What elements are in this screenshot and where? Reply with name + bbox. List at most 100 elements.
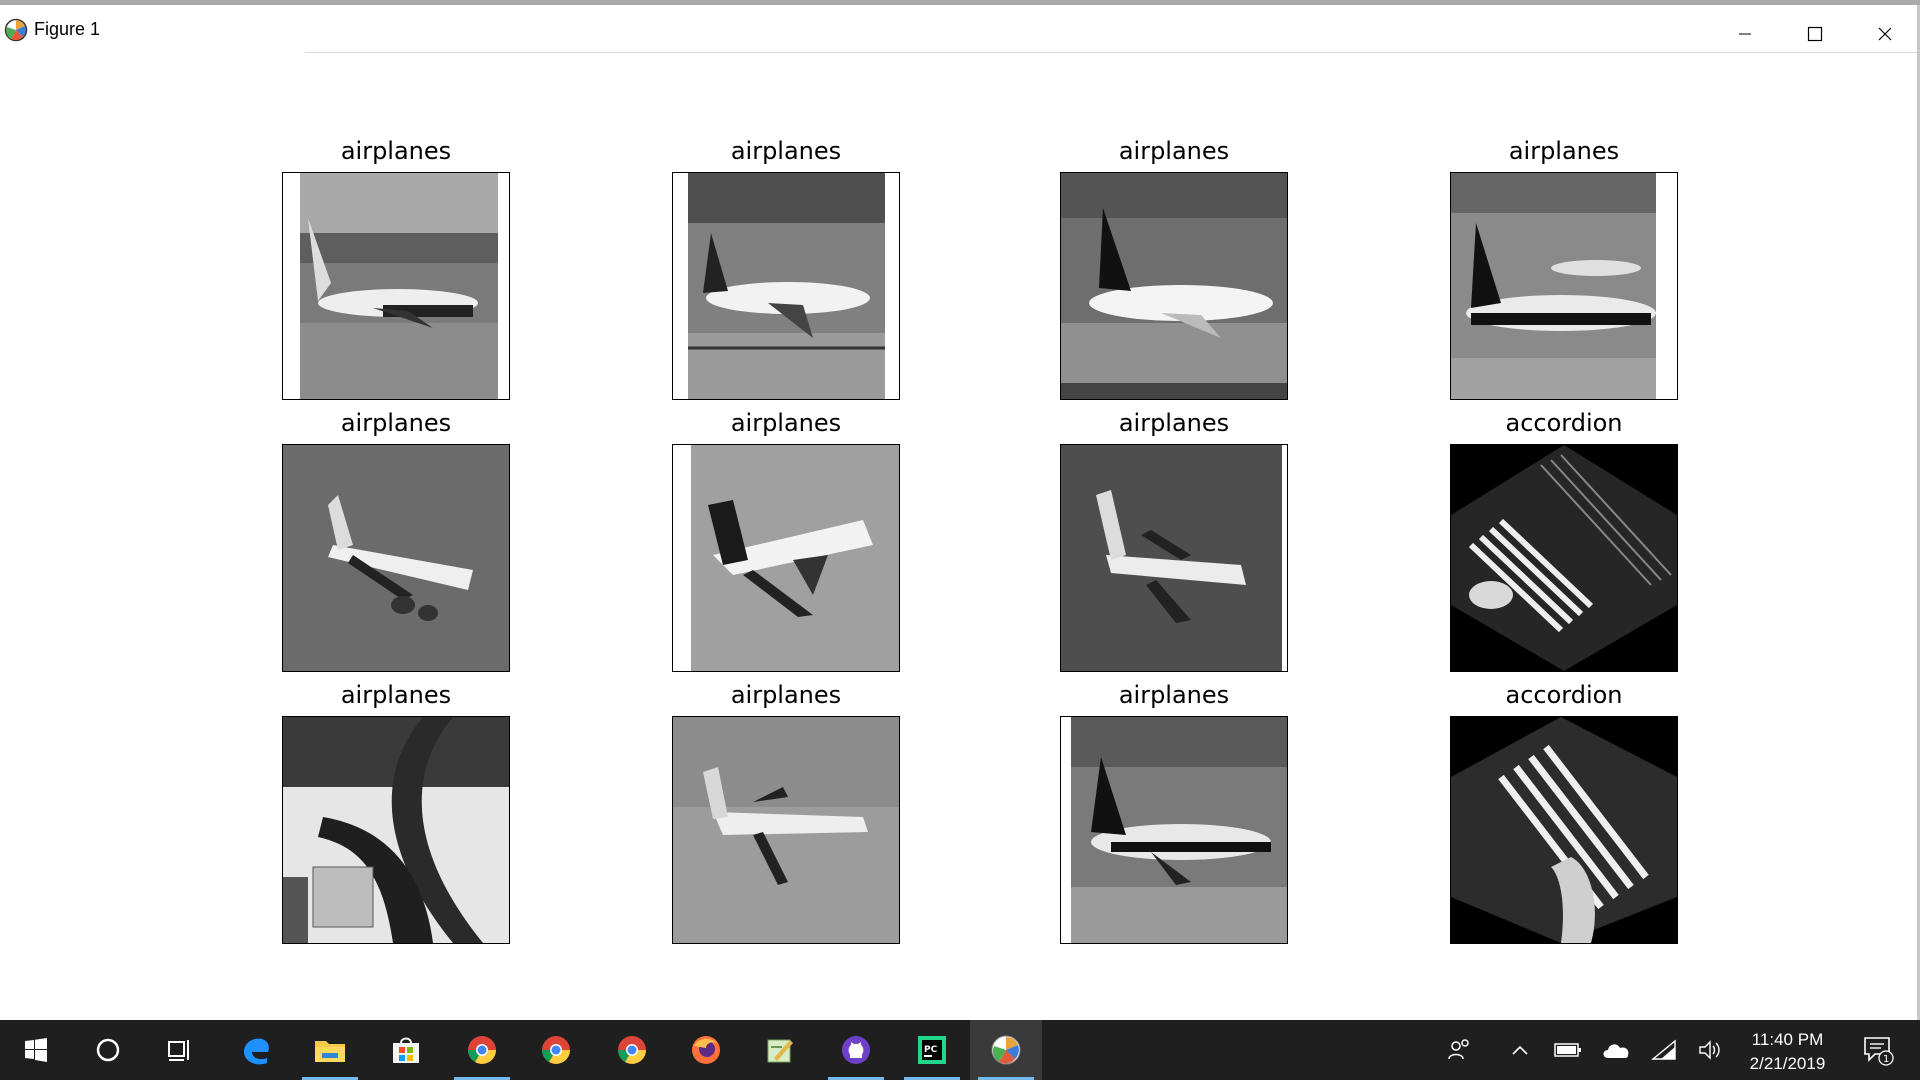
- notification-badge: 1: [1883, 1054, 1889, 1065]
- active-indicator: [302, 1077, 358, 1080]
- subplot-image: [1450, 444, 1678, 672]
- battery-icon: [1554, 1043, 1581, 1057]
- store-icon: [393, 1037, 419, 1063]
- subplot: airplanes: [1060, 680, 1288, 944]
- subplot-image: [672, 172, 900, 400]
- taskbar-app-firefox[interactable]: [670, 1020, 742, 1080]
- subplot-image: [282, 444, 510, 672]
- subplot-title: airplanes: [1118, 409, 1230, 437]
- chevron-up-icon: [1512, 1045, 1528, 1055]
- active-indicator: [904, 1077, 960, 1080]
- subplot: airplanes: [1060, 136, 1288, 400]
- window-right-border: [1917, 5, 1920, 1020]
- title-bar[interactable]: Figure 1: [0, 5, 1920, 53]
- subplot-title: airplanes: [340, 409, 452, 437]
- subplot-image: [672, 716, 900, 944]
- taskbar-app-store[interactable]: [370, 1020, 442, 1080]
- taskbar-app-notepad[interactable]: [744, 1020, 816, 1080]
- subplot-image: [672, 444, 900, 672]
- subplot-title: airplanes: [340, 681, 452, 709]
- action-center-button[interactable]: 1: [1848, 1020, 1908, 1080]
- file-explorer-icon: [315, 1041, 345, 1062]
- subplot: airplanes: [282, 136, 510, 400]
- subplot: airplanes: [282, 680, 510, 944]
- window-title: Figure 1: [34, 19, 101, 39]
- window-top-border: [0, 0, 1920, 5]
- network-button[interactable]: [1640, 1020, 1688, 1080]
- taskbar: PC: [0, 1020, 1920, 1080]
- subplot: airplanes: [672, 136, 900, 400]
- taskbar-app-chrome[interactable]: [596, 1020, 668, 1080]
- chrome-icon: [542, 1036, 570, 1064]
- cortana-button[interactable]: [72, 1020, 144, 1080]
- maximize-button[interactable]: [1780, 10, 1850, 58]
- close-button[interactable]: [1850, 10, 1920, 58]
- notification-icon: 1: [1864, 1037, 1894, 1066]
- taskbar-app-pycharm[interactable]: PC: [896, 1020, 968, 1080]
- pycharm-icon: PC: [918, 1036, 946, 1064]
- taskbar-app-edge[interactable]: [220, 1020, 292, 1080]
- taskbar-app-github[interactable]: [820, 1020, 892, 1080]
- chrome-icon: [618, 1036, 646, 1064]
- subplot-image: [1060, 716, 1288, 944]
- svg-text:PC: PC: [924, 1045, 938, 1055]
- toolbar-divider: [305, 52, 1918, 53]
- matplotlib-icon: [991, 1035, 1021, 1065]
- subplot-title: accordion: [1505, 681, 1623, 709]
- subplot-title: airplanes: [340, 137, 452, 165]
- start-button[interactable]: [0, 1020, 72, 1080]
- github-icon: [842, 1036, 870, 1064]
- notepad-icon: [767, 1039, 793, 1063]
- subplot-title: airplanes: [730, 137, 842, 165]
- show-hidden-icons-button[interactable]: [1496, 1020, 1544, 1080]
- people-icon: [1448, 1039, 1469, 1060]
- subplot: airplanes: [1060, 408, 1288, 672]
- subplot-title: airplanes: [730, 409, 842, 437]
- subplot: airplanes: [1450, 136, 1678, 400]
- cortana-icon: [96, 1038, 120, 1062]
- minimize-icon: [1739, 33, 1751, 35]
- active-indicator: [978, 1077, 1034, 1080]
- taskbar-app-file-explorer[interactable]: [294, 1020, 366, 1080]
- subplot-image: [1060, 172, 1288, 400]
- clock-time: 11:40 PM: [1751, 1030, 1824, 1049]
- clock-date: 2/21/2019: [1749, 1054, 1826, 1073]
- active-indicator: [454, 1077, 510, 1080]
- volume-icon: [1699, 1040, 1720, 1060]
- people-button[interactable]: [1436, 1020, 1484, 1080]
- subplot-image: [1060, 444, 1288, 672]
- wifi-icon: [1651, 1039, 1676, 1060]
- taskbar-app-matplotlib[interactable]: [970, 1020, 1042, 1080]
- subplot-image: [1450, 172, 1678, 400]
- firefox-icon: [692, 1036, 720, 1064]
- edge-icon: [244, 1038, 269, 1065]
- active-indicator: [828, 1077, 884, 1080]
- subplot: accordion: [1450, 680, 1678, 944]
- subplot-title: airplanes: [1118, 137, 1230, 165]
- task-view-button[interactable]: [144, 1020, 216, 1080]
- task-view-icon: [168, 1040, 189, 1061]
- onedrive-icon: [1603, 1044, 1629, 1058]
- subplot-image: [1450, 716, 1678, 944]
- subplot: airplanes: [282, 408, 510, 672]
- chrome-icon: [468, 1036, 496, 1064]
- taskbar-app-chrome[interactable]: [446, 1020, 518, 1080]
- subplot-image: [282, 716, 510, 944]
- subplot-title: airplanes: [730, 681, 842, 709]
- subplot: accordion: [1450, 408, 1678, 672]
- start-icon: [25, 1038, 47, 1062]
- minimize-button[interactable]: [1710, 10, 1780, 58]
- matplotlib-icon: [4, 18, 28, 42]
- close-icon: [1878, 27, 1892, 41]
- battery-button[interactable]: [1544, 1020, 1592, 1080]
- subplot-title: accordion: [1505, 409, 1623, 437]
- maximize-icon: [1807, 26, 1823, 42]
- onedrive-button[interactable]: [1592, 1020, 1640, 1080]
- subplot-title: airplanes: [1118, 681, 1230, 709]
- subplot-title: airplanes: [1508, 137, 1620, 165]
- subplot-image: [282, 172, 510, 400]
- volume-button[interactable]: [1686, 1020, 1734, 1080]
- subplot: airplanes: [672, 680, 900, 944]
- taskbar-app-chrome[interactable]: [520, 1020, 592, 1080]
- system-clock[interactable]: 11:40 PM 2/21/2019: [1735, 1028, 1840, 1076]
